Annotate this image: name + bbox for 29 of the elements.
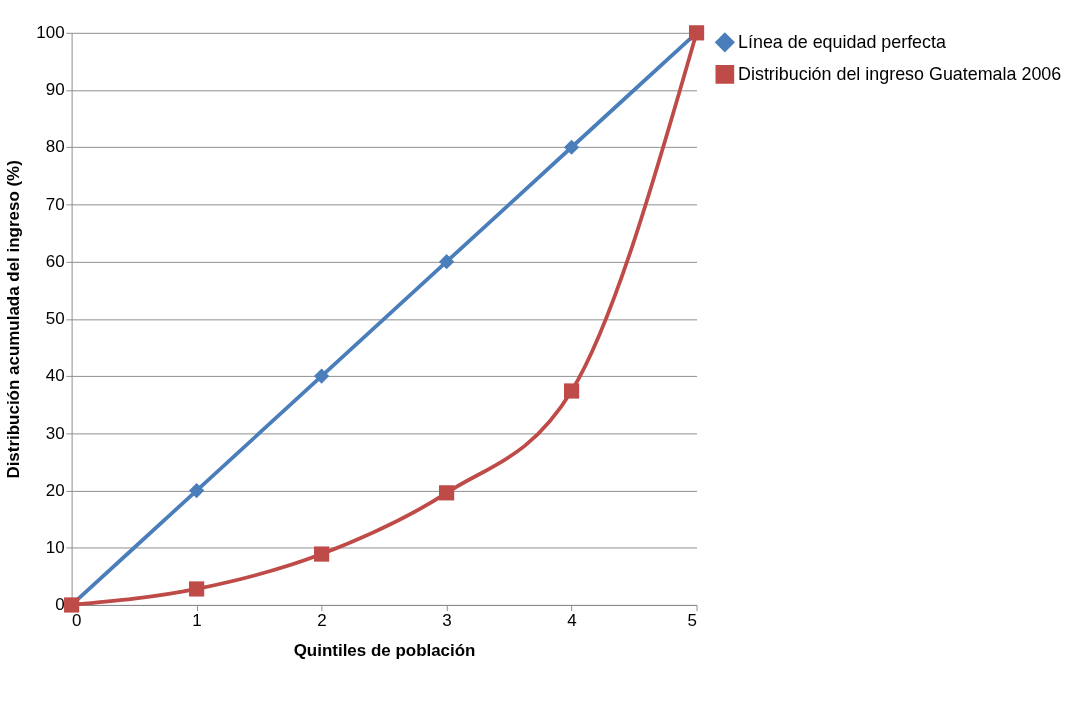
point xyxy=(189,482,205,499)
point xyxy=(563,139,580,155)
point xyxy=(563,383,580,399)
y-tick-label: 10 xyxy=(45,537,65,557)
point xyxy=(439,485,455,501)
y-tick-label: 50 xyxy=(45,309,65,329)
x-tick-label: 5 xyxy=(687,611,698,631)
y-tick-label: 30 xyxy=(45,423,65,443)
y-tick-label: 90 xyxy=(45,80,65,100)
x-tick-label: 1 xyxy=(192,611,202,631)
x-tick-label: 2 xyxy=(317,611,327,631)
x-tick-label: 0 xyxy=(72,611,82,631)
point xyxy=(314,546,330,562)
x-tick-label: 4 xyxy=(567,611,577,631)
legend-label: Línea de equidad perfecta xyxy=(738,31,946,52)
x-tick-label: 3 xyxy=(442,611,452,631)
point xyxy=(189,581,205,597)
y-tick-label: 40 xyxy=(45,366,65,386)
y-axis-title: Distribución acumulada del ingreso (%) xyxy=(4,160,24,479)
y-tick-label: 80 xyxy=(45,137,65,157)
y-tick-label: 100 xyxy=(36,23,65,43)
y-tick-label: 0 xyxy=(55,595,65,615)
legend-label: Distribución del ingreso Guatemala 2006 xyxy=(738,63,1062,84)
point xyxy=(439,254,455,270)
x-axis-title: Quintiles de población xyxy=(293,641,476,661)
y-tick-label: 70 xyxy=(45,194,65,214)
y-tick-label: 60 xyxy=(45,251,65,271)
y-tick-label: 20 xyxy=(45,480,65,500)
point xyxy=(314,368,330,384)
